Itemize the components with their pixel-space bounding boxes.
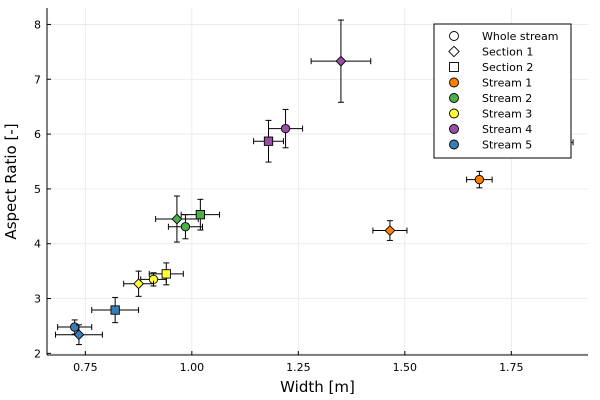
legend-marker-circle bbox=[449, 108, 459, 119]
legend-marker-square bbox=[449, 62, 459, 72]
legend-label: Section 2 bbox=[482, 61, 533, 74]
legend-marker-circle bbox=[449, 77, 459, 88]
data-point-circle bbox=[280, 123, 291, 134]
y-tick-label: 2 bbox=[34, 347, 41, 360]
legend-label: Stream 3 bbox=[482, 108, 532, 121]
legend-entry: Stream 2 bbox=[449, 92, 532, 105]
y-axis-label: Aspect Ratio [-] bbox=[2, 123, 20, 239]
y-tick-label: 7 bbox=[34, 73, 41, 86]
legend-entry: Stream 1 bbox=[449, 77, 532, 90]
legend-entry: Stream 5 bbox=[449, 139, 532, 152]
data-point-group bbox=[310, 19, 372, 103]
data-point-group bbox=[268, 108, 304, 149]
legend-box bbox=[433, 23, 572, 159]
legend-label: Whole stream bbox=[482, 30, 558, 43]
legend-entry: Section 1 bbox=[448, 45, 533, 59]
y-tick-label: 6 bbox=[34, 128, 41, 141]
legend-label: Stream 4 bbox=[482, 123, 532, 136]
data-point-circle bbox=[180, 222, 191, 232]
y-tick-label: 3 bbox=[34, 293, 41, 306]
x-tick-label: 1.50 bbox=[393, 361, 418, 374]
data-point-group bbox=[372, 220, 408, 241]
legend-label: Section 1 bbox=[482, 46, 533, 59]
legend-entry: Stream 3 bbox=[449, 108, 532, 121]
legend-label: Stream 1 bbox=[482, 77, 532, 90]
data-point-group bbox=[180, 198, 221, 231]
x-tick-label: 1.25 bbox=[286, 361, 311, 374]
data-point-group bbox=[466, 170, 493, 189]
data-point-group bbox=[55, 324, 103, 346]
x-tick-label: 0.75 bbox=[73, 361, 98, 374]
y-tick-label: 5 bbox=[34, 183, 41, 196]
y-tick-label: 4 bbox=[34, 238, 41, 251]
data-point-square bbox=[161, 269, 171, 279]
data-point-diamond bbox=[133, 278, 145, 290]
data-point-circle bbox=[70, 322, 80, 332]
x-tick-label: 1.00 bbox=[180, 361, 205, 374]
data-point-square bbox=[263, 136, 274, 146]
data-point-diamond bbox=[171, 213, 183, 225]
legend-label: Stream 2 bbox=[482, 92, 532, 105]
legend-marker-circle bbox=[449, 139, 459, 150]
legend-entry: Stream 4 bbox=[449, 123, 532, 136]
axes: 0.75 1.00 1.25 1.50 1.75 2 3 4 5 6 7 8 bbox=[34, 8, 588, 374]
data-point-diamond bbox=[73, 329, 85, 341]
y-tick-label: 8 bbox=[34, 18, 41, 31]
x-axis-label: Width [m] bbox=[280, 378, 355, 396]
data-point-group bbox=[91, 296, 140, 324]
legend-entry: Section 2 bbox=[449, 61, 533, 74]
data-point-group bbox=[253, 119, 284, 163]
data-point-group bbox=[123, 270, 154, 297]
legend-marker-circle bbox=[449, 93, 459, 103]
data-point-square bbox=[110, 305, 120, 315]
legend-label: Stream 5 bbox=[482, 139, 532, 152]
data-point-diamond bbox=[384, 225, 396, 237]
data-point-group bbox=[155, 195, 199, 243]
x-tick-label: 1.75 bbox=[499, 361, 524, 374]
legend-entry: Whole stream bbox=[449, 30, 558, 43]
data-point-diamond bbox=[335, 55, 347, 67]
legend-marker-circle bbox=[449, 31, 459, 41]
data-point-square bbox=[195, 210, 206, 220]
legend: Whole stream Section 1 Section 2 Stream 1 St… bbox=[433, 23, 572, 159]
data-point-group bbox=[148, 262, 184, 286]
legend-marker-circle bbox=[449, 124, 459, 134]
legend-marker-diamond bbox=[448, 45, 460, 58]
data-point-circle bbox=[474, 174, 485, 185]
